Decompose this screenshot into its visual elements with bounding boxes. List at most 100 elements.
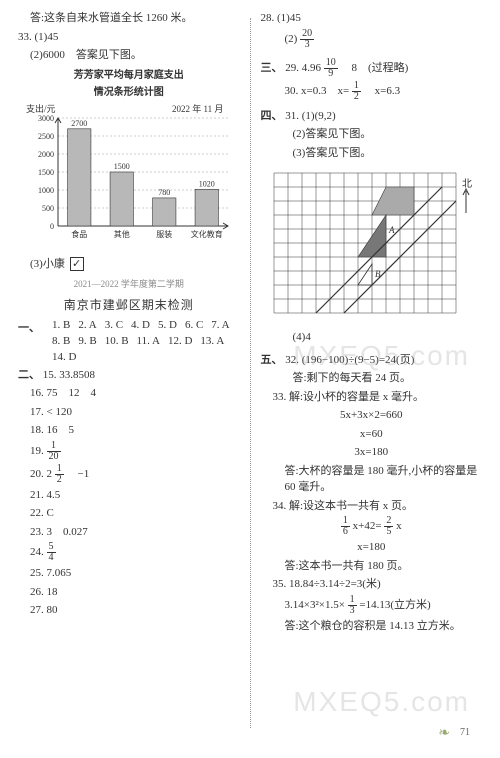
q24: 24. 54 [18,542,240,563]
svg-text:0: 0 [50,222,54,231]
q23: 23. 3 0.027 [18,524,240,541]
q30-a: 30. x=0.3 x= [285,85,350,97]
section-4-label: 四、 [261,110,283,122]
svg-text:2500: 2500 [38,132,54,141]
section-5-label: 五、 [261,354,283,366]
q31-2: (2)答案见下图。 [261,126,483,143]
q35-2-frac: 13 [348,595,357,616]
q28-1: 28. (1)45 [261,10,483,27]
q35-1: 35. 18.84÷3.14÷2=3(米) [261,576,483,593]
svg-text:500: 500 [42,204,54,213]
q33-3: (3)小康 ✓ [18,256,240,273]
leaf-icon: ❧ [438,725,450,742]
svg-text:文化教育: 文化教育 [191,229,223,239]
chart-title-1: 芳芳家平均每月家庭支出 [18,66,240,81]
section-4: 四、 31. (1)(9,2) [261,108,483,125]
q31-1: 31. (1)(9,2) [285,110,335,122]
column-divider [250,18,251,728]
q32-1: 32. (196−100)÷(9−5)=24(页) [285,354,414,366]
chart-title-2: 情况条形统计图 [18,83,240,98]
left-column: 答:这条自来水管道全长 1260 米。 33. (1)45 (2)6000 答案… [12,8,246,738]
q28-2: (2) 203 [261,29,483,50]
q33-2: (2)6000 答案见下图。 [18,47,240,64]
q20-num: 20. 2 [30,468,52,480]
svg-text:1500: 1500 [38,168,54,177]
q20-frac: 12 [55,464,64,485]
q15: 15. 33.8508 [43,369,95,381]
svg-text:3000: 3000 [38,114,54,123]
svg-text:1000: 1000 [38,186,54,195]
svg-text:食品: 食品 [71,229,87,239]
svg-text:2022 年 11 月: 2022 年 11 月 [172,103,223,114]
answer-item: 3. C [105,319,123,331]
answer-item: 7. A [211,319,229,331]
svg-text:服装: 服装 [156,229,172,239]
section-2-start: 二、 15. 33.8508 [18,367,240,384]
svg-text:1020: 1020 [199,179,215,188]
q34-frac-l: 16 [341,516,350,537]
q33-l1: 5x+3x×2=660 [261,407,483,424]
svg-text:2000: 2000 [38,150,54,159]
q34-mid: x+42= [353,520,382,532]
q30-frac: 12 [352,81,361,102]
q33-3-label: (3)小康 [30,258,65,270]
q26: 26. 18 [18,584,240,601]
q35-2b: =14.13(立方米) [359,599,430,611]
checkbox-icon: ✓ [70,257,84,271]
q32-2: 答:剩下的每天看 24 页。 [261,370,483,387]
q31-3: (3)答案见下图。 [261,145,483,162]
answer-item: 6. C [185,319,203,331]
svg-text:A: A [388,225,395,235]
q25: 25. 7.065 [18,565,240,582]
q34-l2: x=180 [261,539,483,556]
q34-ans: 答:这本书一共有 180 页。 [261,558,483,575]
q17: 17. < 120 [18,404,240,421]
q19-frac: 120 [47,441,61,462]
q33-1: 33. (1)45 [18,29,240,46]
q29-a: 29. 4.96 [285,62,321,74]
right-column: 28. (1)45 (2) 203 三、 29. 4.96 109 8 (过程略… [255,8,489,738]
answer-item: 1. B [52,319,70,331]
q29-b: 8 (过程略) [341,62,409,74]
answer-item: 2. A [78,319,96,331]
q34-h: 34. 解:设这本书一共有 x 页。 [261,498,483,515]
q34-frac-r: 25 [384,516,393,537]
answer-item: 13. A [200,335,224,347]
section-5: 五、 32. (196−100)÷(9−5)=24(页) [261,352,483,369]
answer-item: 14. D [52,351,76,363]
svg-text:北: 北 [462,178,472,190]
q35-ans: 答:这个粮仓的容积是 14.13 立方米。 [261,618,483,635]
answer-item: 9. B [78,335,96,347]
q29-frac: 109 [324,58,338,79]
q18: 18. 16 5 [18,422,240,439]
svg-text:2700: 2700 [71,118,87,127]
q19: 19. 120 [18,441,240,462]
section-3: 三、 29. 4.96 109 8 (过程略) [261,58,483,79]
exam-title: 南京市建邺区期末检测 [18,296,240,313]
bar-chart-svg: 支出/元2022 年 11 月0500100015002000250030002… [24,100,234,250]
page-number: 71 [460,727,470,738]
q33-h: 33. 解:设小杯的容量是 x 毫升。 [261,389,483,406]
q34-eq: 16 x+42= 25 x [261,516,483,537]
q24-frac: 54 [47,542,56,563]
q21: 21. 4.5 [18,487,240,504]
section-1-list: 1. B2. A3. C4. D5. D6. C7. A8. B9. B10. … [44,319,240,363]
answer-item: 12. D [168,335,192,347]
section-1: 一、 1. B2. A3. C4. D5. D6. C7. A8. B9. B1… [18,319,240,363]
grid-diagram: 北AB [266,165,476,325]
q27: 27. 80 [18,602,240,619]
semester-header: 2021—2022 学年度第二学期 [18,278,240,292]
page: 答:这条自来水管道全长 1260 米。 33. (1)45 (2)6000 答案… [0,0,500,758]
answer-item: 8. B [52,335,70,347]
answer-text: 答:这条自来水管道全长 1260 米。 [18,10,240,27]
q33-ans: 答:大杯的容量是 180 毫升,小杯的容量是 60 毫升。 [261,463,483,496]
answer-item: 10. B [105,335,129,347]
q28-2-frac: 203 [300,29,314,50]
q19-num: 19. [30,445,44,457]
q31-4: (4)4 [261,329,483,346]
q35-2: 3.14×3²×1.5× 13 =14.13(立方米) [261,595,483,616]
q33-l2: x=60 [261,426,483,443]
q30-b: x=6.3 [364,85,400,97]
q34-tail: x [396,520,402,532]
section-2-label: 二、 [18,369,40,381]
